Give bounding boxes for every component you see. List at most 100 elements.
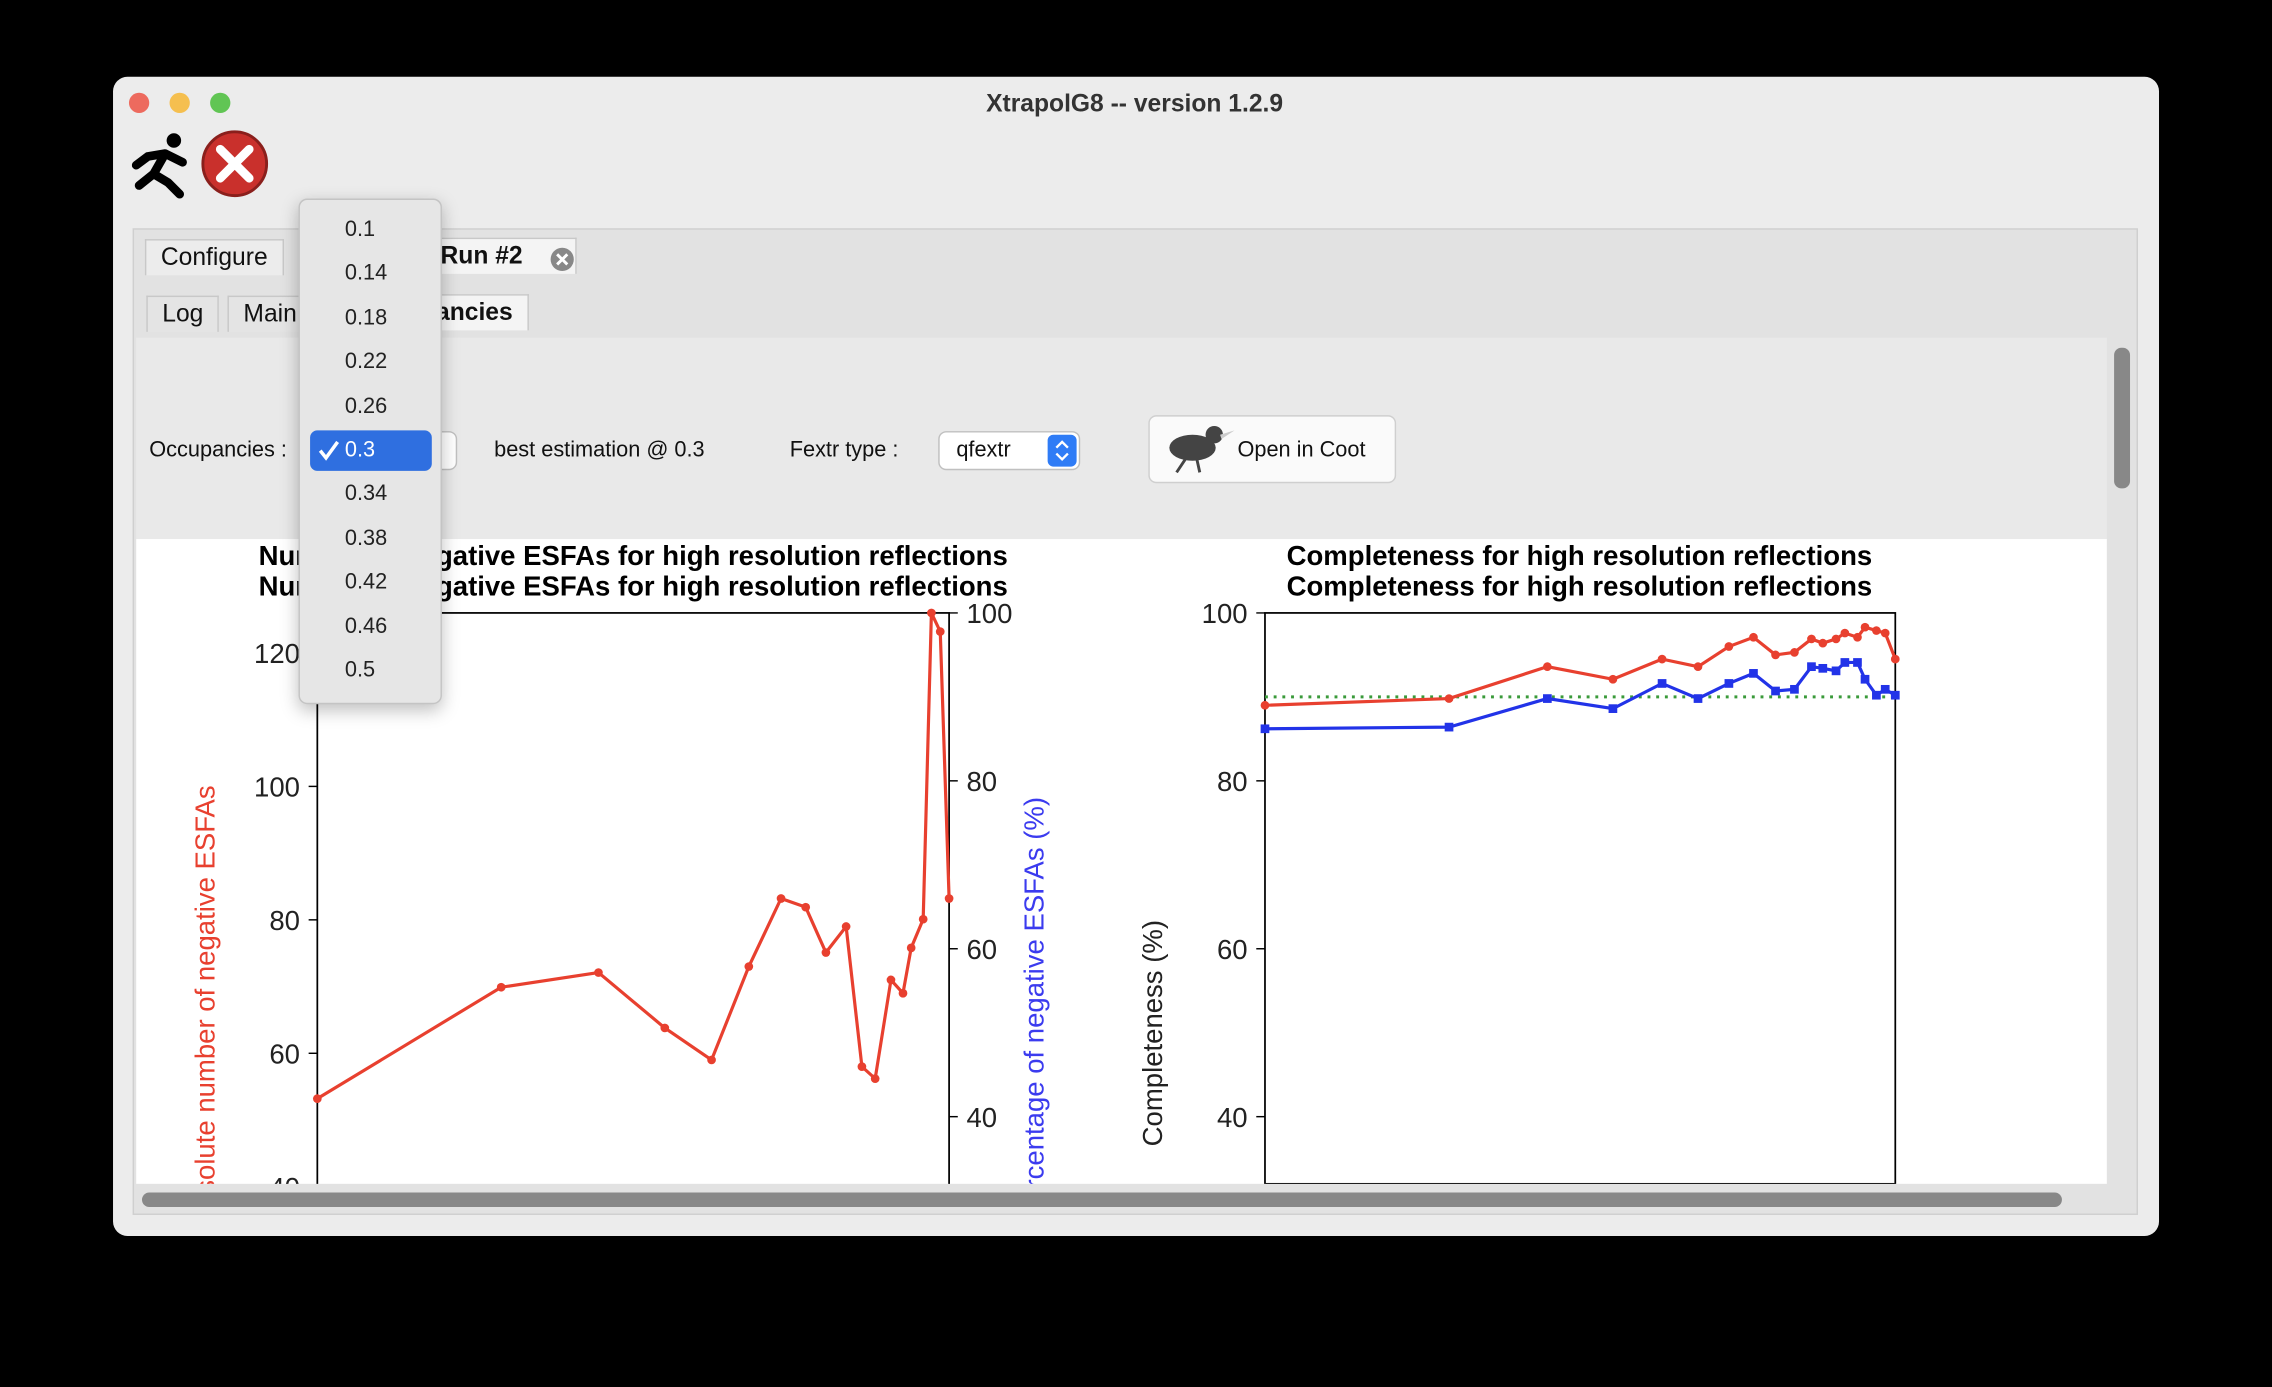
- point: [776, 894, 786, 903]
- point: [660, 1023, 670, 1033]
- point: [1790, 648, 1799, 657]
- point: [1807, 634, 1816, 644]
- tab-close[interactable]: [548, 245, 577, 274]
- point: [918, 914, 928, 924]
- point: [1771, 650, 1780, 660]
- y-tick-label: 80: [269, 905, 300, 936]
- close-button[interactable]: [128, 92, 150, 114]
- dropdown-option[interactable]: 0.34: [344, 481, 388, 507]
- y-tick-label: 60: [269, 1038, 300, 1069]
- coot-icon: [1169, 426, 1235, 474]
- y2-tick-label: 40: [966, 1102, 997, 1133]
- dropdown-option[interactable]: 0.46: [344, 613, 388, 639]
- point: [1693, 662, 1703, 672]
- point: [821, 948, 831, 957]
- coot-label[interactable]: Open in Coot: [1237, 437, 1366, 463]
- y2-tick-label: 80: [966, 766, 997, 797]
- y-tick-label: 40: [269, 1172, 300, 1203]
- point: [1860, 622, 1870, 632]
- y2-tick-label: 60: [966, 934, 997, 965]
- point: [1543, 694, 1552, 703]
- dropdown-option[interactable]: 0.18: [344, 305, 388, 331]
- point: [1724, 642, 1734, 651]
- point: [1853, 658, 1862, 667]
- point: [1543, 662, 1552, 672]
- plot-frame: [1264, 612, 1897, 1184]
- point: [944, 894, 954, 903]
- y2-tick-label: 100: [966, 598, 1012, 629]
- dropdown-option[interactable]: 0.5: [344, 657, 376, 683]
- point: [1890, 654, 1900, 664]
- chart-title-ghost: Completeness for high resolution reflect…: [1287, 540, 1873, 571]
- best-estimation: best estimation @ 0.3: [494, 437, 705, 463]
- run-icon[interactable]: [131, 133, 187, 199]
- dropdown-option[interactable]: 0.1: [344, 217, 376, 242]
- fextr-label: Fextr type :: [789, 437, 899, 463]
- point: [1657, 654, 1667, 664]
- zoom-button[interactable]: [210, 92, 231, 114]
- point: [906, 943, 916, 953]
- point: [870, 1074, 880, 1083]
- point: [312, 1094, 322, 1104]
- point: [496, 982, 506, 992]
- point: [1724, 679, 1734, 688]
- point: [1260, 700, 1270, 710]
- point: [744, 962, 754, 971]
- point: [927, 608, 936, 618]
- point: [1790, 684, 1799, 694]
- point: [1831, 666, 1841, 676]
- dropdown-option[interactable]: 0.42: [344, 569, 388, 595]
- minimize-button[interactable]: [169, 92, 190, 114]
- point: [1444, 722, 1454, 732]
- point: [1749, 632, 1758, 642]
- point: [1771, 686, 1780, 696]
- point: [1608, 704, 1618, 713]
- occupancies-label: Occupancies :: [149, 437, 287, 463]
- dropdown-option[interactable]: 0.22: [344, 349, 388, 375]
- stop-icon[interactable]: [201, 130, 269, 198]
- control-panel: [136, 337, 2107, 540]
- point: [841, 922, 851, 931]
- y-tick-label: 100: [254, 772, 300, 803]
- y-tick-label: 100: [1202, 598, 1248, 629]
- point: [1853, 632, 1862, 642]
- y-axis-label: Absolute number of negative ESFAs: [189, 785, 220, 1227]
- y-tick-label: 60: [1217, 934, 1248, 965]
- dropdown-option[interactable]: 0.14: [344, 261, 388, 287]
- fextr-select[interactable]: [938, 431, 1081, 471]
- chart-title: Completeness for high resolution reflect…: [1287, 571, 1873, 602]
- point: [1840, 658, 1850, 667]
- point: [1872, 626, 1881, 635]
- point: [801, 902, 811, 912]
- point: [1807, 662, 1816, 672]
- tab[interactable]: Configure: [144, 239, 284, 276]
- fextr-value: qfextr: [956, 437, 1011, 463]
- subtab[interactable]: Log: [146, 295, 220, 332]
- point: [1890, 690, 1900, 700]
- point: [1260, 724, 1270, 734]
- dropdown-option[interactable]: 0.3: [310, 430, 432, 471]
- tab[interactable]: Run #2: [424, 237, 577, 274]
- point: [1860, 674, 1870, 684]
- y-tick-label: 80: [1217, 766, 1248, 797]
- window-title: XtrapolG8 -- version 1.2.9: [986, 91, 1283, 118]
- point: [1831, 634, 1841, 644]
- horizontal-scrollbar[interactable]: [142, 1192, 2062, 1208]
- dropdown-option[interactable]: 0.26: [344, 393, 388, 419]
- dropdown-option[interactable]: 0.38: [344, 525, 388, 551]
- vertical-scrollbar[interactable]: [2114, 347, 2131, 489]
- point: [1840, 628, 1850, 638]
- point: [857, 1062, 867, 1071]
- y-tick-label: 120: [254, 638, 300, 669]
- check-icon: [318, 440, 340, 461]
- y-tick-label: 40: [1217, 1102, 1248, 1133]
- point: [1657, 679, 1667, 688]
- charts: Number of negative ESFAs for high resolu…: [189, 540, 1900, 1227]
- point: [1749, 669, 1758, 678]
- dropdown-menu: 0.1 0.14 0.18 0.22 0.26 0.3 0.34 0.38 0.42 0.46 0.…: [298, 198, 442, 705]
- point: [1818, 663, 1828, 673]
- point: [594, 968, 603, 977]
- point: [1608, 674, 1618, 684]
